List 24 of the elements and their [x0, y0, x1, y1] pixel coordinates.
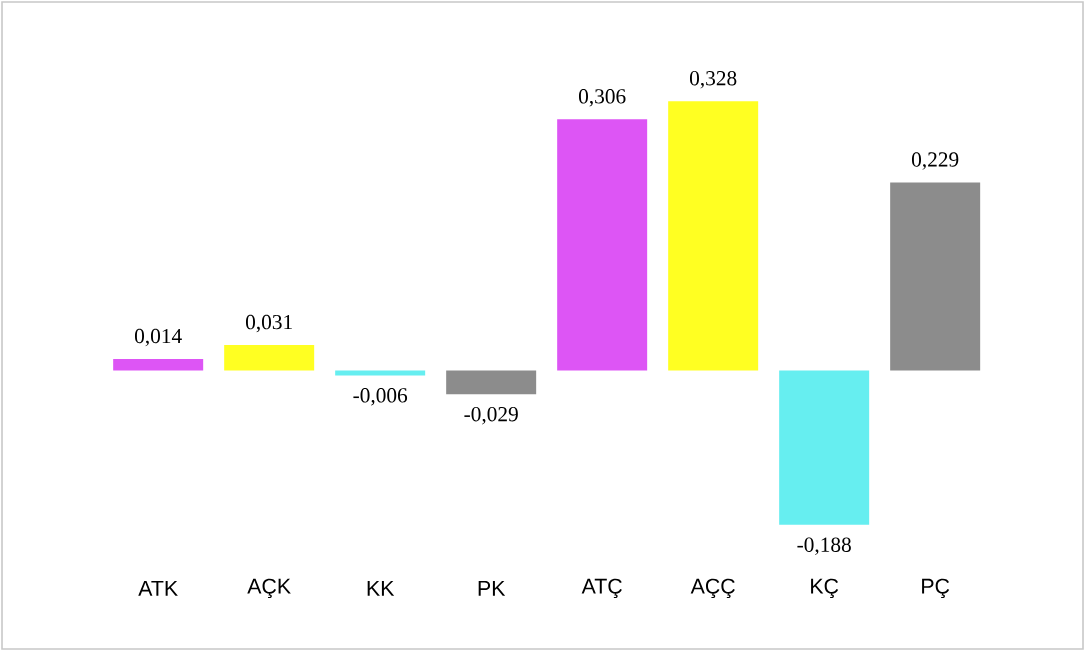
data-label: 0,031 — [245, 314, 292, 333]
bar — [779, 370, 870, 525]
data-label: -0,029 — [464, 406, 518, 425]
x-tick-label: PÇ — [922, 578, 950, 599]
bar — [557, 119, 648, 371]
data-label: 0,229 — [911, 152, 959, 170]
data-label: 0,328 — [689, 71, 737, 89]
data-label: 0,014 — [134, 328, 182, 347]
x-tick-label: PK — [478, 580, 506, 596]
x-tick-label: AÇÇ — [690, 578, 735, 599]
x-tick-label: ATÇ — [581, 578, 622, 599]
bar — [890, 182, 981, 371]
bar — [113, 358, 204, 371]
bar — [335, 370, 426, 376]
data-label: 0,306 — [578, 89, 626, 107]
bar — [224, 345, 315, 371]
x-tick-label: KÇ — [811, 578, 839, 599]
bar — [668, 101, 759, 371]
x-tick-label: AÇK — [247, 578, 291, 599]
x-tick-label: KK — [367, 580, 395, 596]
bar — [446, 370, 537, 395]
data-label: -0,006 — [353, 388, 408, 406]
data-label: -0,188 — [797, 537, 851, 555]
x-tick-label: ATK — [138, 580, 178, 596]
